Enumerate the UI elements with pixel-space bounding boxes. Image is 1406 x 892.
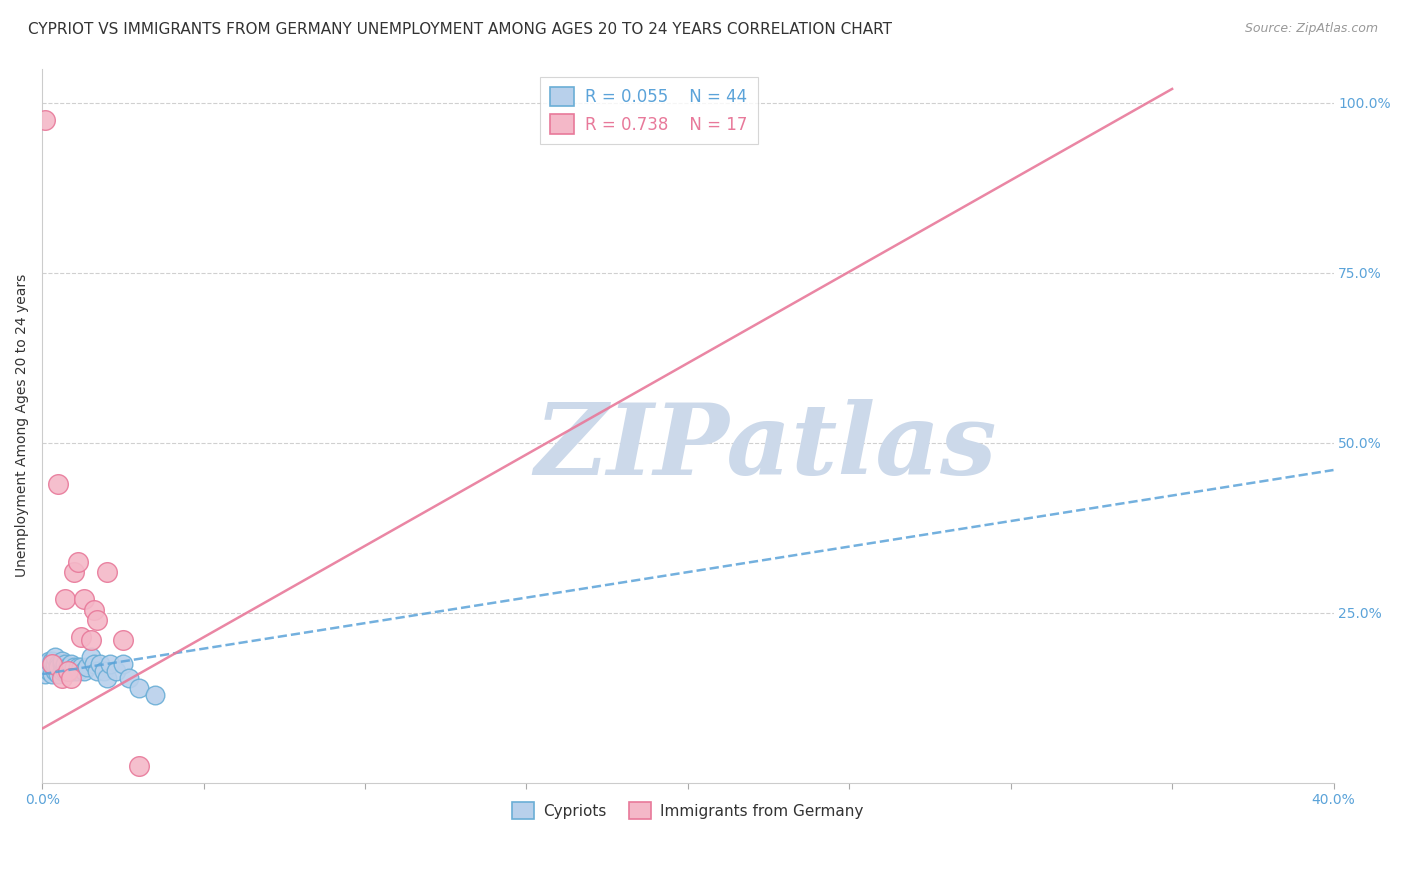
Point xyxy=(51,654,73,668)
Text: Source: ZipAtlas.com: Source: ZipAtlas.com xyxy=(1244,22,1378,36)
Point xyxy=(41,657,63,671)
Point xyxy=(79,650,101,665)
Point xyxy=(41,657,63,671)
Y-axis label: Unemployment Among Ages 20 to 24 years: Unemployment Among Ages 20 to 24 years xyxy=(15,274,30,577)
Point xyxy=(86,613,108,627)
Point xyxy=(66,555,89,569)
Point xyxy=(128,759,150,773)
Point xyxy=(60,664,83,678)
Point xyxy=(51,657,73,671)
Point xyxy=(128,681,150,695)
Point xyxy=(86,664,108,678)
Point xyxy=(89,657,111,671)
Point xyxy=(143,688,166,702)
Point xyxy=(44,664,66,678)
Point xyxy=(44,657,66,671)
Point xyxy=(83,657,105,671)
Point xyxy=(44,660,66,674)
Point xyxy=(83,602,105,616)
Point xyxy=(63,664,86,678)
Point xyxy=(60,671,83,685)
Point xyxy=(56,664,79,678)
Text: ZIPatlas: ZIPatlas xyxy=(534,399,997,495)
Point xyxy=(63,565,86,579)
Point xyxy=(111,633,134,648)
Point xyxy=(98,657,121,671)
Point xyxy=(111,657,134,671)
Text: CYPRIOT VS IMMIGRANTS FROM GERMANY UNEMPLOYMENT AMONG AGES 20 TO 24 YEARS CORREL: CYPRIOT VS IMMIGRANTS FROM GERMANY UNEMP… xyxy=(28,22,893,37)
Point xyxy=(105,664,128,678)
Point xyxy=(96,671,118,685)
Point xyxy=(96,565,118,579)
Point xyxy=(38,664,60,678)
Point xyxy=(41,654,63,668)
Point xyxy=(63,660,86,674)
Point xyxy=(60,657,83,671)
Point xyxy=(41,667,63,681)
Point xyxy=(53,660,76,674)
Point xyxy=(56,664,79,678)
Point xyxy=(93,664,115,678)
Point xyxy=(53,657,76,671)
Point xyxy=(51,664,73,678)
Point xyxy=(51,671,73,685)
Point xyxy=(70,660,93,674)
Point xyxy=(73,664,96,678)
Point xyxy=(46,657,69,671)
Point xyxy=(38,660,60,674)
Point xyxy=(46,667,69,681)
Point xyxy=(34,657,56,671)
Point xyxy=(118,671,141,685)
Point xyxy=(66,664,89,678)
Point xyxy=(53,664,76,678)
Point xyxy=(46,476,69,491)
Point xyxy=(76,660,98,674)
Point xyxy=(44,650,66,665)
Point xyxy=(56,660,79,674)
Point xyxy=(70,630,93,644)
Point xyxy=(66,660,89,674)
Point xyxy=(79,633,101,648)
Legend: Cypriots, Immigrants from Germany: Cypriots, Immigrants from Germany xyxy=(506,796,869,825)
Point xyxy=(38,654,60,668)
Point xyxy=(46,660,69,674)
Point xyxy=(73,592,96,607)
Point xyxy=(53,592,76,607)
Point xyxy=(34,667,56,681)
Point xyxy=(34,112,56,127)
